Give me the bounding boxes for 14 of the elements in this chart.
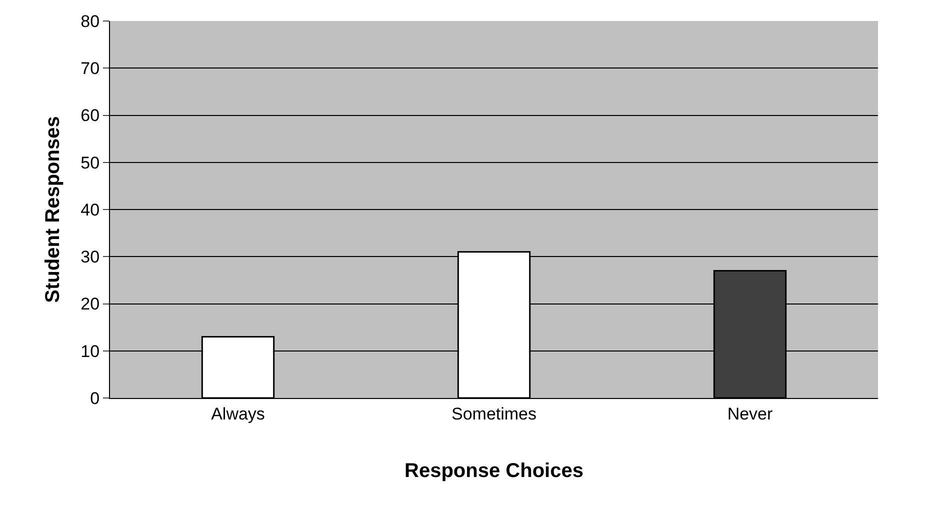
- y-tick-label: 50: [80, 153, 100, 172]
- x-tick-label: Never: [727, 404, 774, 424]
- y-tick-label: 20: [80, 294, 100, 314]
- y-tick-label: 10: [80, 342, 100, 361]
- y-tick-label: 80: [80, 12, 100, 31]
- x-axis-title: Response Choices: [404, 460, 584, 482]
- x-tick-label: Sometimes: [451, 404, 537, 424]
- y-tick-label: 60: [80, 106, 100, 126]
- y-tick-label: 30: [80, 248, 100, 267]
- y-tick-label: 40: [80, 200, 100, 220]
- y-tick-label: 0: [90, 388, 100, 408]
- y-tick-label: 70: [80, 59, 100, 78]
- y-axis-title: Student Responses: [42, 116, 64, 303]
- x-tick-label: Always: [211, 404, 265, 424]
